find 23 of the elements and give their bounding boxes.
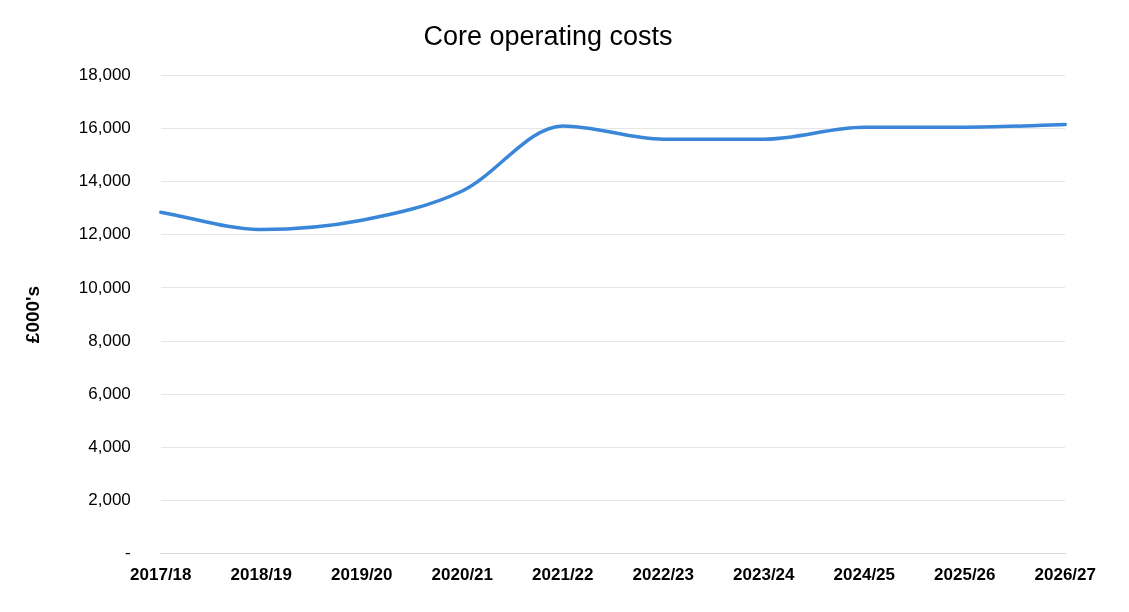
x-tick-label: 2019/20 (331, 565, 393, 585)
y-tick-label: 12,000 (78, 224, 131, 244)
line-series (159, 122, 1068, 232)
y-tick-label: 8,000 (88, 330, 131, 350)
x-tick-label: 2023/24 (733, 565, 796, 585)
y-tick-label: 4,000 (88, 437, 131, 457)
y-tick-label: 18,000 (78, 65, 131, 85)
x-tick-label: 2026/27 (1034, 565, 1096, 585)
x-tick-label: 2024/25 (833, 565, 896, 585)
y-tick-label: 16,000 (78, 118, 131, 138)
y-tick-label: 6,000 (88, 383, 131, 403)
x-tick-label: 2025/26 (934, 565, 996, 585)
y-axis-title: £000's (21, 285, 43, 344)
y-tick-label: 2,000 (88, 490, 131, 510)
chart-title: Core operating costs (423, 20, 673, 51)
x-tick-label: 2018/19 (230, 565, 293, 585)
x-tick-label: 2020/21 (431, 565, 494, 585)
x-tick-label: 2022/23 (632, 565, 695, 585)
y-tick-label: 14,000 (78, 171, 131, 191)
y-tick-label: 10,000 (78, 277, 131, 297)
y-tick-label: - (125, 543, 131, 563)
x-tick-label: 2017/18 (130, 565, 192, 585)
x-tick-label: 2021/22 (532, 565, 594, 585)
